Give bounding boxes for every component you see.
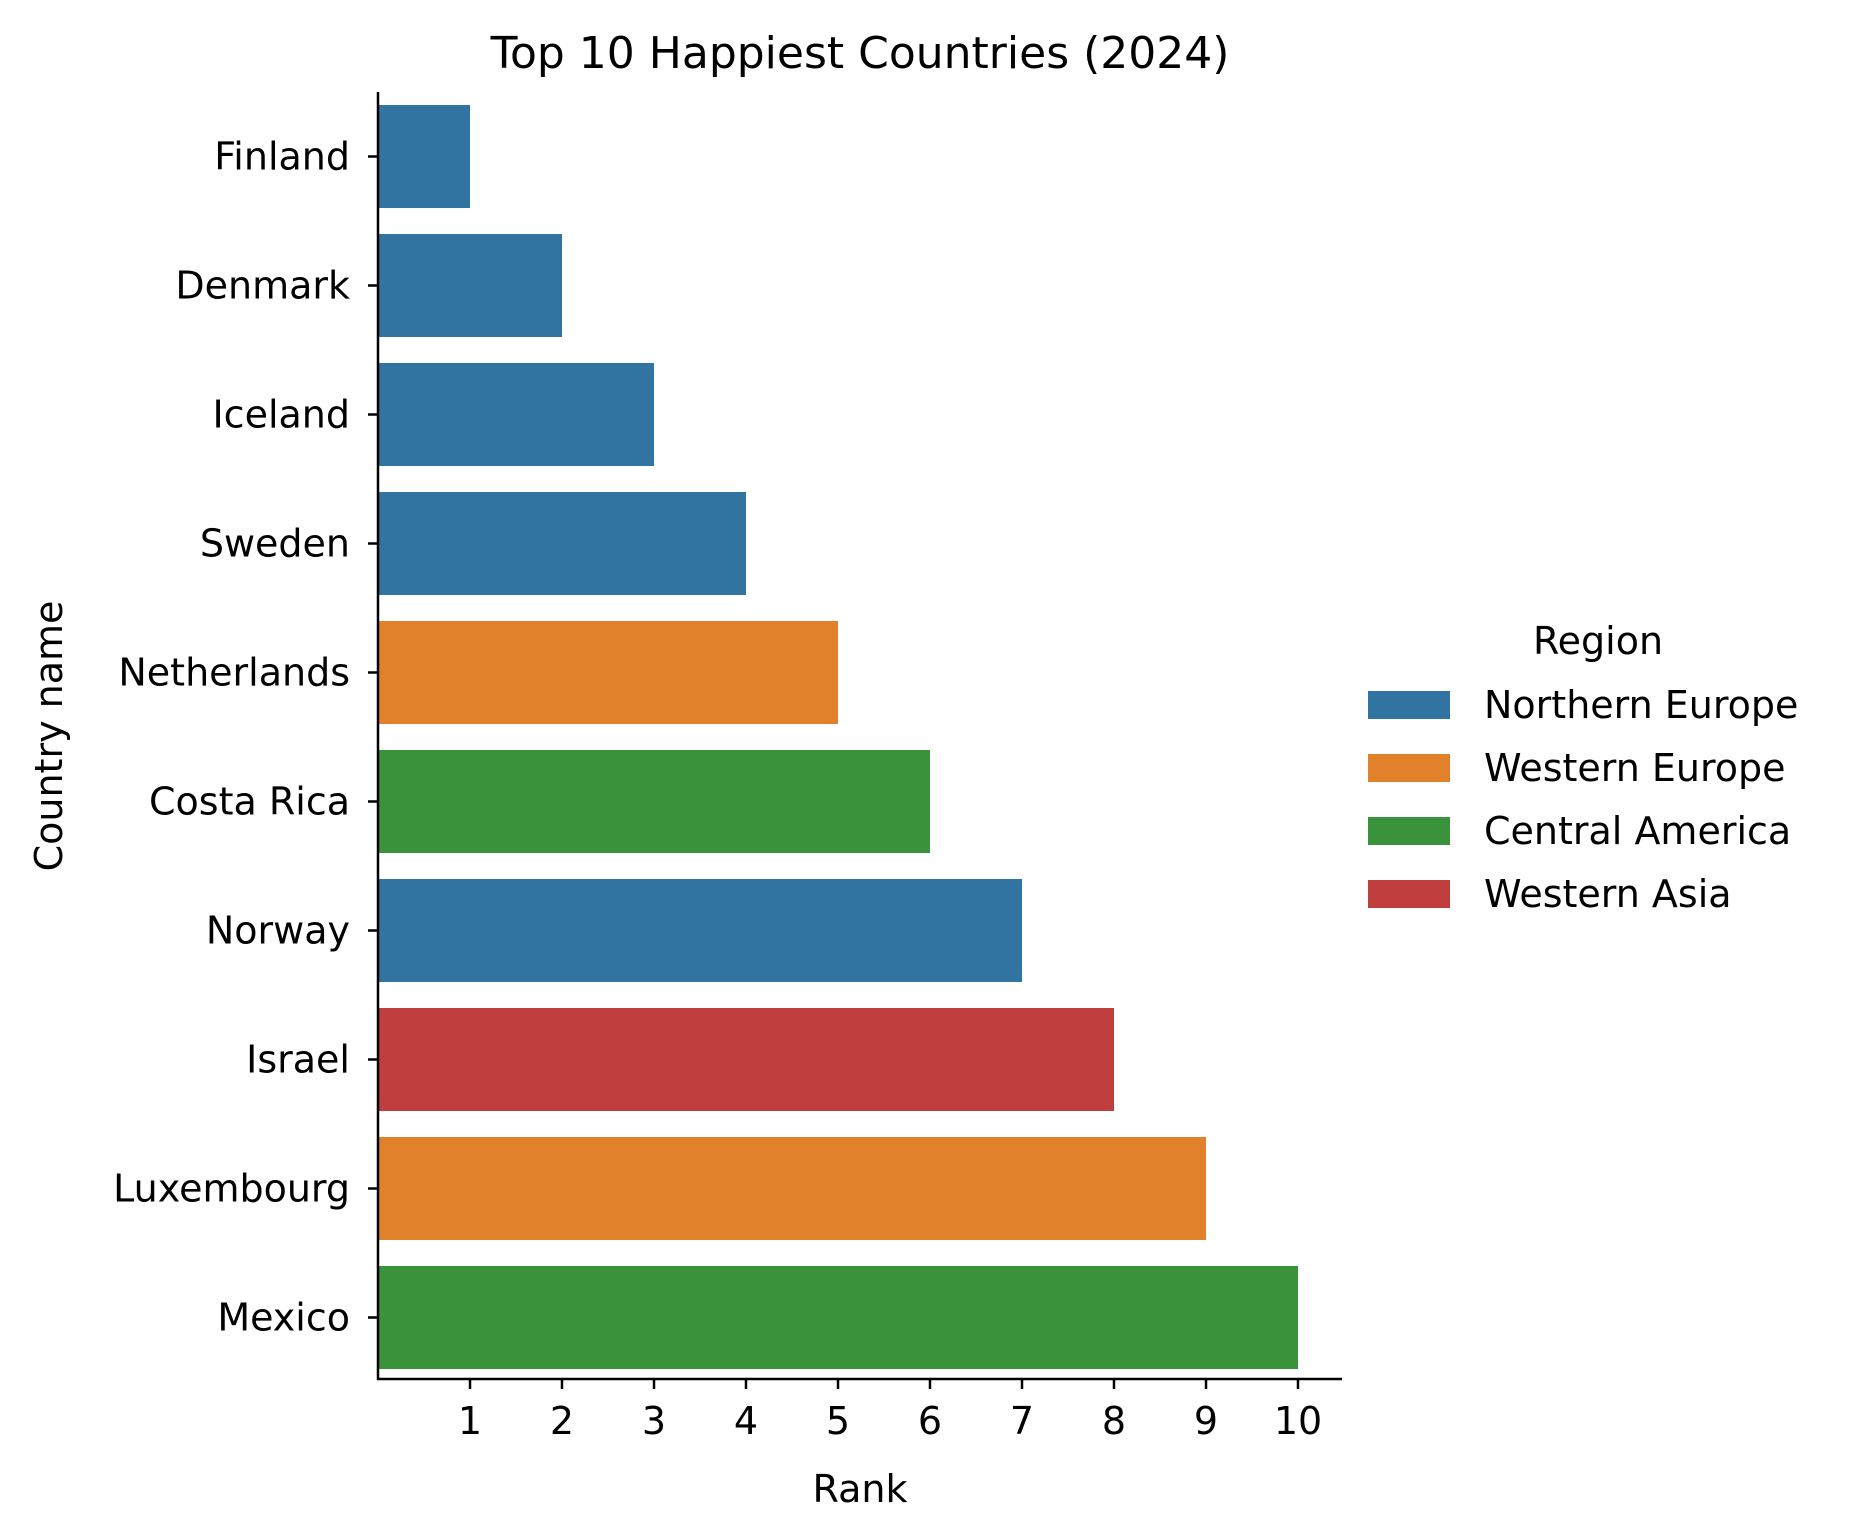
bar-iceland (378, 363, 654, 466)
y-tick-label-norway: Norway (206, 909, 350, 953)
legend-label-western-europe: Western Europe (1484, 746, 1786, 790)
x-tick-label-3: 3 (642, 1399, 666, 1443)
bars-layer (378, 105, 1298, 1369)
y-tick-label-netherlands: Netherlands (118, 651, 350, 695)
bar-finland (378, 105, 470, 208)
bar-mexico (378, 1266, 1298, 1369)
y-ticks: Finland Denmark Iceland Sweden Netherlands Co… (113, 135, 378, 1340)
x-tick-label-4: 4 (734, 1399, 758, 1443)
legend-entries: Northern Europe Western Europe Central Ame… (1368, 683, 1798, 916)
x-tick-label-10: 10 (1274, 1399, 1322, 1443)
x-tick-label-6: 6 (918, 1399, 942, 1443)
x-tick-label-9: 9 (1194, 1399, 1218, 1443)
y-tick-label-mexico: Mexico (217, 1296, 350, 1340)
y-tick-label-costa-rica: Costa Rica (149, 780, 350, 824)
y-tick-label-israel: Israel (246, 1038, 350, 1082)
bar-norway (378, 879, 1022, 982)
axes-layer (376, 92, 1342, 1381)
x-tick-label-5: 5 (826, 1399, 850, 1443)
legend-swatch-western-europe (1368, 754, 1450, 782)
legend-swatch-northern-europe (1368, 691, 1450, 719)
y-tick-label-finland: Finland (214, 135, 350, 179)
legend-swatch-central-america (1368, 817, 1450, 845)
y-tick-label-luxembourg: Luxembourg (113, 1167, 350, 1211)
bar-luxembourg (378, 1137, 1206, 1240)
legend-title: Region (1533, 619, 1663, 663)
legend: Region Northern Europe Western Europe Cent… (1368, 619, 1798, 916)
legend-label-northern-europe: Northern Europe (1484, 683, 1798, 727)
y-tick-label-denmark: Denmark (175, 264, 350, 308)
legend-label-central-america: Central America (1484, 809, 1791, 853)
y-tick-label-sweden: Sweden (200, 522, 350, 566)
bar-israel (378, 1008, 1114, 1111)
x-axis-label: Rank (813, 1467, 908, 1511)
bar-sweden (378, 492, 746, 595)
bar-denmark (378, 234, 562, 337)
legend-label-western-asia: Western Asia (1484, 872, 1732, 916)
y-axis-label: Country name (27, 601, 71, 872)
x-tick-label-2: 2 (550, 1399, 574, 1443)
x-ticks: 1 2 3 4 5 6 7 8 9 10 (458, 1379, 1322, 1443)
bar-costa-rica (378, 750, 930, 853)
bar-netherlands (378, 621, 838, 724)
chart-title: Top 10 Happiest Countries (2024) (490, 28, 1230, 79)
legend-swatch-western-asia (1368, 880, 1450, 908)
x-tick-label-8: 8 (1102, 1399, 1126, 1443)
x-tick-label-1: 1 (458, 1399, 482, 1443)
y-tick-label-iceland: Iceland (212, 393, 350, 437)
x-tick-label-7: 7 (1010, 1399, 1034, 1443)
